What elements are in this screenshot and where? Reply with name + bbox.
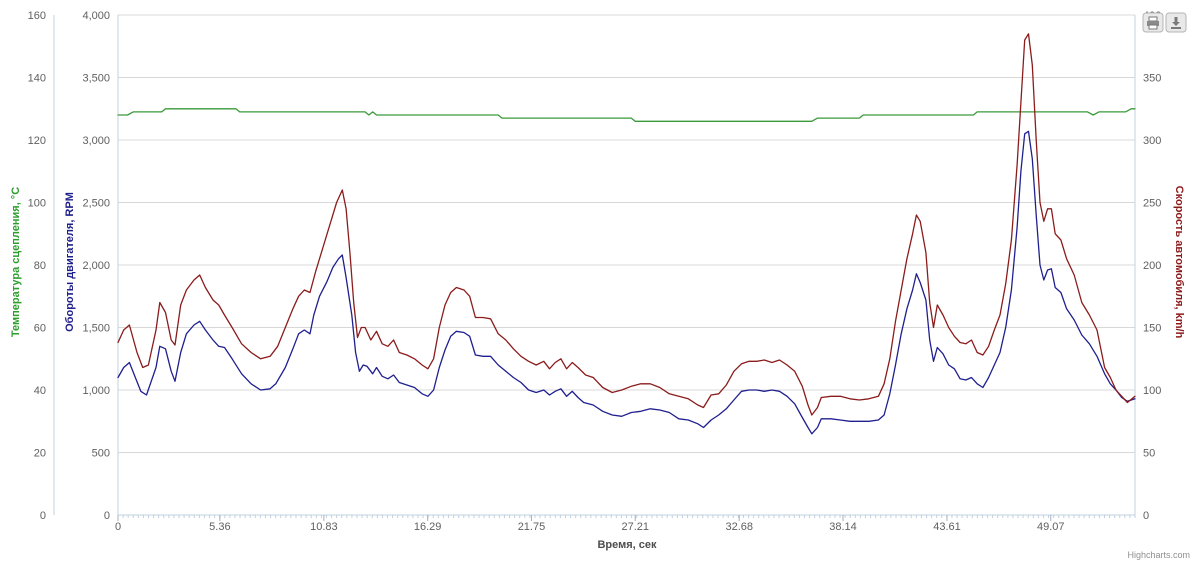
rpm-tick-label: 500 bbox=[92, 448, 110, 460]
speed-tick-label: 50 bbox=[1143, 448, 1155, 460]
x-tick-label: 49.07 bbox=[1037, 521, 1065, 533]
rpm-tick-label: 1,000 bbox=[82, 385, 110, 397]
rpm-tick-label: 0 bbox=[104, 510, 110, 522]
series-group bbox=[117, 33, 1136, 435]
rpm-tick-label: 2,500 bbox=[82, 198, 110, 210]
temp-tick-label: 160 bbox=[28, 10, 46, 22]
speed-axis-title: Скорость автомобиля, km/h bbox=[1173, 186, 1185, 339]
rpm-tick-label: 1,500 bbox=[82, 323, 110, 335]
x-tick-label: 21.75 bbox=[518, 521, 546, 533]
speed-tick-label: 100 bbox=[1143, 385, 1161, 397]
x-axis-title: Время, сек bbox=[597, 539, 657, 551]
temp-tick-label: 20 bbox=[34, 448, 46, 460]
rpm-tick-label: 3,500 bbox=[82, 73, 110, 85]
grid-lines bbox=[118, 14, 1135, 516]
temp-axis-ticks: 0 20 40 60 80 100 120 140 160 bbox=[28, 10, 46, 522]
speed-tick-label: 150 bbox=[1143, 323, 1161, 335]
speed-tick-label: 200 bbox=[1143, 260, 1161, 272]
rpm-tick-label: 2,000 bbox=[82, 260, 110, 272]
rpm-tick-label: 4,000 bbox=[82, 10, 110, 22]
rpm-axis-ticks: 0 500 1,000 1,500 2,000 2,500 3,000 3,500 4,000 bbox=[82, 10, 110, 522]
speed-tick-label: 0 bbox=[1143, 510, 1149, 522]
download-icon bbox=[1171, 17, 1181, 29]
x-tick-label: 10.83 bbox=[310, 521, 338, 533]
export-button[interactable] bbox=[1165, 12, 1187, 33]
speed-tick-label: 300 bbox=[1143, 135, 1161, 147]
rpm-tick-label: 3,000 bbox=[82, 135, 110, 147]
series-line-temp bbox=[117, 108, 1136, 122]
temp-tick-label: 0 bbox=[40, 510, 46, 522]
temp-tick-label: 100 bbox=[28, 198, 46, 210]
x-tick-label: 27.21 bbox=[621, 521, 649, 533]
print-button[interactable] bbox=[1142, 12, 1164, 33]
speed-tick-label: 350 bbox=[1143, 73, 1161, 85]
x-tick-label: 43.61 bbox=[933, 521, 961, 533]
x-axis-ticks: 0 5.36 10.83 16.29 21.75 27.21 32.68 38.14 43.61… bbox=[115, 515, 1136, 533]
series-line-speed bbox=[117, 33, 1136, 416]
series-line-rpm bbox=[117, 130, 1136, 435]
temp-tick-label: 40 bbox=[34, 385, 46, 397]
x-tick-label: 32.68 bbox=[725, 521, 753, 533]
x-tick-label: 16.29 bbox=[414, 521, 442, 533]
x-tick-label: 0 bbox=[115, 521, 121, 533]
temp-axis-title: Температура сцепления, °С bbox=[10, 187, 22, 337]
credits-label: Highcharts.com bbox=[1127, 550, 1190, 560]
temp-tick-label: 80 bbox=[34, 260, 46, 272]
x-tick-label: 5.36 bbox=[209, 521, 230, 533]
temp-tick-label: 140 bbox=[28, 73, 46, 85]
rpm-axis-title: Обороты двигателя, RPM bbox=[64, 192, 76, 332]
speed-axis-ticks: 050100150200250300350400 bbox=[1143, 10, 1161, 522]
x-tick-label: 38.14 bbox=[829, 521, 857, 533]
temp-tick-label: 60 bbox=[34, 323, 46, 335]
temp-tick-label: 120 bbox=[28, 135, 46, 147]
printer-icon bbox=[1147, 16, 1159, 30]
speed-tick-label: 250 bbox=[1143, 198, 1161, 210]
